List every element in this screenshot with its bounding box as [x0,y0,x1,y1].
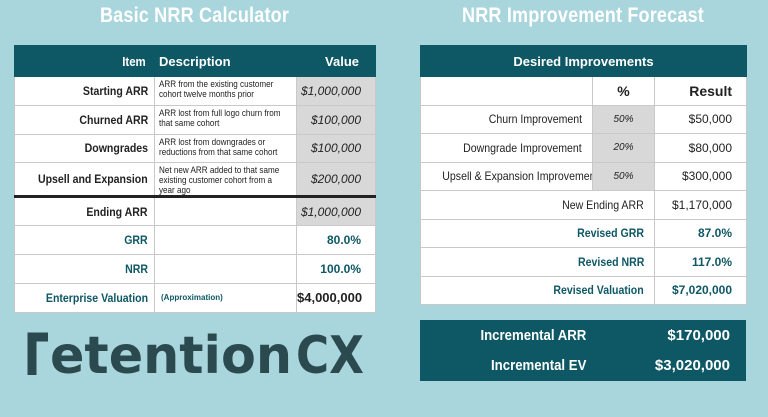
incremental-summary-box: Incremental ARR $170,000 Incremental EV … [420,320,746,381]
table-row: Starting ARR ARR from the existing custo… [14,76,376,106]
nrr-row: NRR 100.0% [14,253,376,284]
table-row: Churn Improvement 50% $50,000 [420,104,748,134]
table-row: Upsell & Expansion Improvement 50% $300,… [420,161,748,191]
nrr-improvement-forecast-table: Desired Improvements % Result Churn Impr… [419,45,748,305]
row-description [154,225,297,255]
downgrades-input[interactable]: $100,000 [296,133,376,164]
row-item: Downgrades [14,133,155,164]
incremental-arr-label: Incremental ARR [480,326,586,344]
row-item: Revised GRR [420,218,655,248]
row-item: Ending ARR [14,195,155,227]
upsell-improvement-input[interactable]: 50% [592,161,655,191]
row-description: Net new ARR added to that same existing … [154,162,297,198]
row-description [154,195,297,227]
nrr-value: 100.0% [296,253,376,284]
approximation-note: (Approximation) [154,282,297,313]
row-description [154,253,297,284]
forecast-title: NRR Improvement Forecast [462,4,704,27]
incremental-ev-value: $3,020,000 [654,356,730,374]
grr-row: GRR 80.0% [14,225,376,255]
new-ending-arr-value: $1,170,000 [653,190,748,220]
value-column-header: Value [296,45,376,77]
incremental-arr-row: Incremental ARR $170,000 [420,320,746,350]
row-item: New Ending ARR [420,190,655,220]
svg-text:CX: CX [296,326,364,379]
row-item: GRR [14,225,155,255]
row-item: Downgrade Improvement [420,133,593,163]
row-result: $50,000 [653,104,748,134]
revised-grr-row: Revised GRR 87.0% [420,218,748,248]
table-row: Upsell and Expansion Net new ARR added t… [14,162,376,198]
forecast-column-row: % Result [420,76,748,106]
revised-nrr-row: Revised NRR 117.0% [420,247,748,277]
row-description: ARR from the existing customer cohort tw… [154,76,297,106]
starting-arr-input[interactable]: $1,000,000 [296,76,376,106]
grr-value: 80.0% [296,225,376,255]
downgrade-improvement-input[interactable]: 20% [592,133,655,163]
table-row: Downgrades ARR lost from downgrades or r… [14,133,376,164]
row-item: Upsell and Expansion [14,162,155,198]
item-column-header: Item [14,45,155,77]
retentioncx-logo: etention CX [27,326,364,379]
incremental-ev-row: Incremental EV $3,020,000 [420,350,746,380]
description-column-header: Description [154,45,297,77]
calculator-header-row: Item Description Value [14,45,376,77]
svg-text:etention: etention [50,326,292,379]
incremental-arr-value: $170,000 [667,326,730,344]
row-item: Enterprise Valuation [14,282,155,313]
percent-column-header: % [592,76,655,106]
row-description: ARR lost from full logo churn from that … [154,104,297,135]
new-ending-arr-row: New Ending ARR $1,170,000 [420,190,748,220]
result-column-header: Result [653,76,748,106]
incremental-ev-label: Incremental EV [490,356,586,374]
revised-grr-value: 87.0% [653,218,748,248]
revised-nrr-value: 117.0% [653,247,748,277]
churn-improvement-input[interactable]: 50% [592,104,655,134]
row-item: Starting ARR [14,76,155,106]
row-item: Churn Improvement [420,104,593,134]
valuation-value: $4,000,000 [296,282,376,313]
calculator-title: Basic NRR Calculator [99,4,290,27]
desired-improvements-header: Desired Improvements [419,45,748,77]
row-result: $300,000 [653,161,748,191]
row-item: NRR [14,253,155,284]
churned-arr-input[interactable]: $100,000 [296,104,376,135]
table-row: Churned ARR ARR lost from full logo chur… [14,104,376,135]
row-description: ARR lost from downgrades or reductions f… [154,133,297,164]
table-row: Downgrade Improvement 20% $80,000 [420,133,748,163]
basic-nrr-calculator-table: Item Description Value Starting ARR ARR … [14,45,376,313]
empty-header-cell [420,76,593,106]
row-item: Revised NRR [420,247,655,277]
ending-arr-value: $1,000,000 [296,195,376,227]
row-item: Revised Valuation [420,275,655,305]
upsell-expansion-input[interactable]: $200,000 [296,162,376,198]
row-item: Churned ARR [14,104,155,135]
revised-valuation-value: $7,020,000 [653,275,748,305]
row-item: Upsell & Expansion Improvement [420,161,593,191]
ending-arr-row: Ending ARR $1,000,000 [14,195,376,227]
revised-valuation-row: Revised Valuation $7,020,000 [420,275,748,305]
valuation-row: Enterprise Valuation (Approximation) $4,… [14,282,376,313]
forecast-header-row: Desired Improvements [419,45,748,77]
row-result: $80,000 [653,133,748,163]
